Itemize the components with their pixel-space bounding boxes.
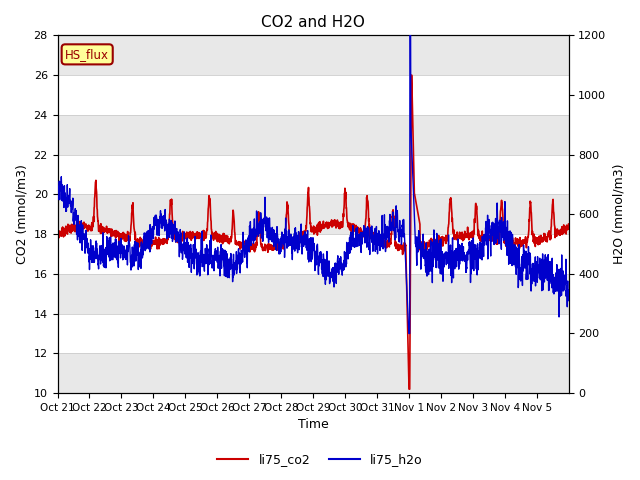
Bar xyxy=(58,274,568,313)
Legend: li75_co2, li75_h2o: li75_co2, li75_h2o xyxy=(212,448,428,471)
X-axis label: Time: Time xyxy=(298,419,328,432)
Text: HS_flux: HS_flux xyxy=(65,48,109,61)
Bar xyxy=(58,353,568,393)
Y-axis label: H2O (mmol/m3): H2O (mmol/m3) xyxy=(612,164,625,264)
Bar xyxy=(58,194,568,234)
Title: CO2 and H2O: CO2 and H2O xyxy=(261,15,365,30)
Bar xyxy=(58,36,568,75)
Bar xyxy=(58,115,568,155)
Y-axis label: CO2 (mmol/m3): CO2 (mmol/m3) xyxy=(15,164,28,264)
